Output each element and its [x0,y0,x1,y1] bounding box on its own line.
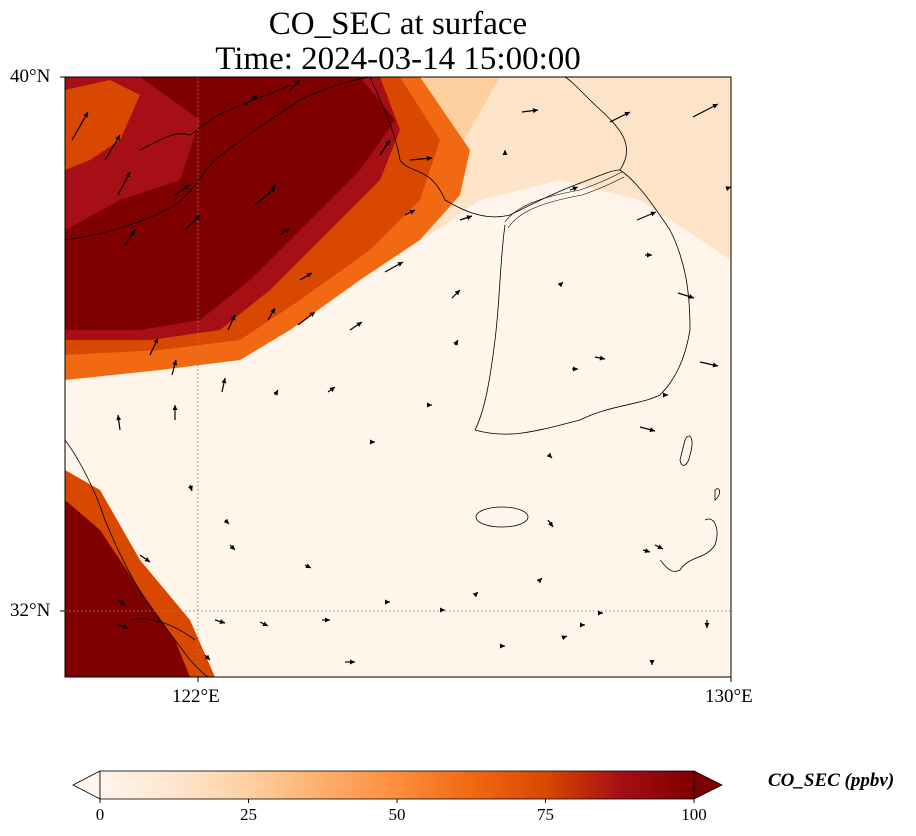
wind-arrow-head [561,635,567,641]
wind-arrow-head [270,185,275,191]
wind-arrow-head [650,211,656,217]
wind-arrow-head [262,621,268,626]
colorbar-gradient [100,771,694,799]
wind-arrow-head [409,210,415,215]
wind-arrow-head [223,518,229,524]
colorbar-tick-100: 100 [681,805,707,824]
wind-arrow-head [188,485,193,491]
wind-arrow-head [284,228,290,233]
wind-arrow-head [230,315,236,321]
wind-arrow-head [624,112,630,117]
wind-arrow-head [546,452,552,458]
wind-arrow-head [688,294,694,299]
wind-arrow-head [356,322,362,327]
map-title-line1: CO_SEC at surface [268,6,528,42]
wind-arrow-head [657,544,663,549]
colorbar-extend-min [72,770,101,800]
wind-arrow-head [454,290,460,296]
wind-arrow-head [704,623,710,628]
wind-arrow-head [329,387,335,392]
wind-arrow-head [325,617,330,623]
wind-arrow-head [270,308,275,314]
wind-arrow-head [599,355,605,361]
wind-arrow-head [397,262,403,267]
wind-arrow-head [712,104,718,109]
lon-label-122e: 122°E [172,686,220,707]
wind-arrow-head [572,186,578,192]
wind-arrow-head [306,273,312,278]
wind-arrow-head [663,392,668,398]
colorbar-tick-50: 50 [388,805,406,824]
wind-arrow-head [644,548,650,554]
wind-arrow-head [309,312,315,318]
wind-arrow-head [466,215,472,220]
wind-arrow-head [580,622,585,628]
wind-arrow-head [649,427,655,433]
wind-arrow-head [472,592,478,598]
wind-arrow-head [427,402,432,408]
wind-arrow-head [712,362,718,368]
wind-arrow-head [153,338,159,344]
wind-arrow-head [119,600,125,605]
wind-arrow-head [453,340,458,346]
co-field-plume-pocket [65,80,140,170]
wind-arrow-head [184,185,190,190]
wind-vectors [71,79,731,665]
wind-arrow-head [573,366,578,372]
wind-arrow-head [426,155,432,161]
wind-arrow-head [502,150,508,155]
wind-arrow-head [370,439,375,445]
wind-arrow-head [725,186,731,191]
wind-arrow-head [532,108,538,114]
wind-arrow-head [83,112,88,118]
wind-arrow-head [116,415,122,421]
wind-arrow-head [252,95,258,101]
wind-arrow-head [305,563,311,568]
wind-arrow-head [130,230,135,236]
wind-arrow-head [440,607,445,613]
lat-label-32n: 32°N [10,600,51,621]
colorbar-extend-max [693,770,723,800]
lat-label-40n: 40°N [10,66,51,87]
co-field-plume-max [65,77,395,330]
wind-arrow-head [273,390,278,396]
wind-arrow [71,111,89,141]
wind-arrow-head [122,624,128,629]
wind-arrow-head [649,660,655,665]
wind-arrow-head [385,599,390,605]
colorbar-tick-25: 25 [240,805,257,824]
wind-arrow-head [172,405,178,410]
wind-arrow-head [172,360,178,366]
wind-arrow-head [536,578,542,584]
lon-label-130e: 130°E [705,686,753,707]
colorbar-tick-75: 75 [537,805,554,824]
co-field-south-plume-core [65,500,190,677]
wind-arrow-head [294,80,300,86]
wind-arrow-head [598,610,603,616]
wind-arrow-head [500,643,505,649]
wind-arrow-head [115,135,120,141]
wind-arrow-head [229,544,235,550]
colorbar-label: CO_SEC (ppbv) [768,770,895,791]
wind-arrow-head [548,521,553,527]
map-frame [64,76,732,678]
coastlines [65,77,720,677]
wind-arrow-head [350,659,355,665]
wind-arrow-head [194,215,200,221]
wind-arrow-head [219,619,225,624]
wind-arrow-head [144,557,150,562]
colorbar-tick-0: 0 [95,805,105,824]
wind-arrow-head [125,172,130,178]
wind-arrow-head [557,282,563,288]
wind-arrow-head [385,140,390,146]
wind-arrow-head [221,378,227,384]
wind-arrow-head [647,252,652,258]
wind-arrow-head [204,654,210,660]
map-title-line2: Time: 2024-03-14 15:00:00 [215,41,581,77]
